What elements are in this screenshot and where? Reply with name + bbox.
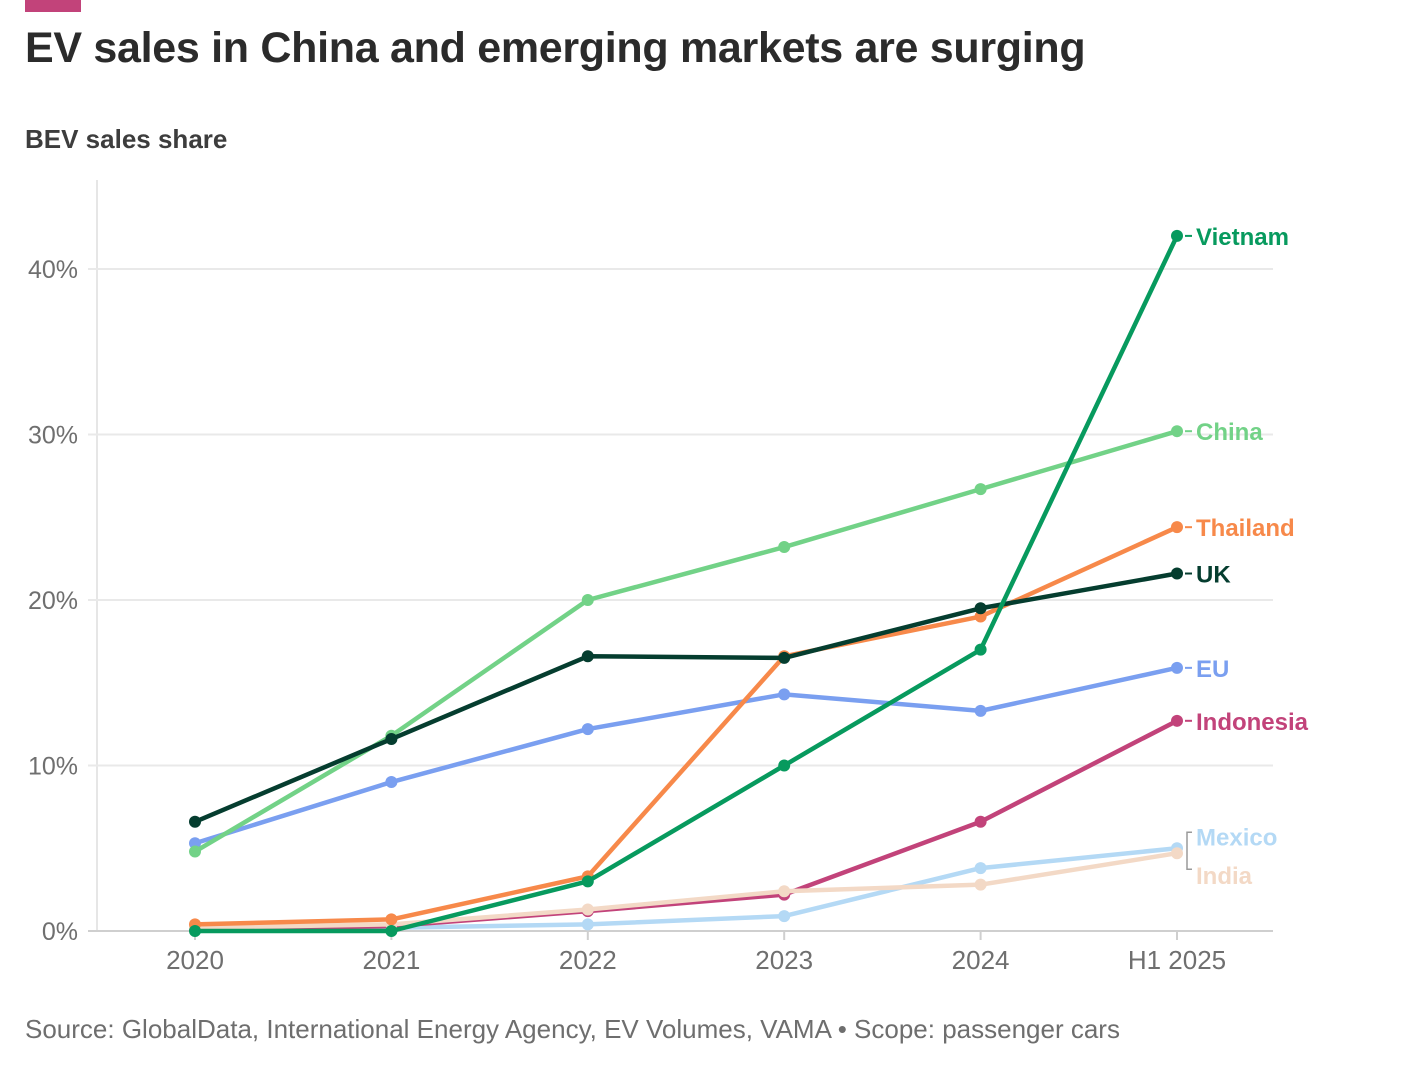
y-tick-label: 20%	[28, 587, 78, 615]
data-point-uk	[1171, 567, 1183, 580]
series-eu	[189, 661, 1183, 850]
data-point-uk	[778, 651, 791, 664]
series-label-china: China	[1196, 419, 1263, 446]
series-label-eu: EU	[1196, 656, 1229, 683]
data-point-china	[1171, 425, 1183, 438]
data-point-vietnam	[581, 875, 594, 888]
y-tick-label: 30%	[28, 422, 78, 450]
series-label-indonesia: Indonesia	[1196, 709, 1309, 736]
data-point-india	[581, 903, 594, 916]
data-point-china	[581, 594, 594, 606]
data-point-china	[778, 541, 791, 554]
series-line-mexico	[192, 846, 1180, 932]
data-point-india	[1171, 847, 1183, 860]
data-point-vietnam	[778, 759, 791, 772]
data-point-india	[974, 878, 987, 891]
data-point-mexico	[581, 918, 594, 931]
data-point-uk	[385, 733, 398, 746]
data-point-eu	[1171, 661, 1183, 674]
series-uk	[189, 567, 1183, 828]
y-tick-label: 10%	[28, 753, 78, 781]
series-line-eu	[192, 665, 1180, 846]
data-point-vietnam	[189, 925, 201, 937]
data-point-eu	[974, 704, 987, 717]
data-point-eu	[778, 688, 791, 701]
series-label-vietnam: Vietnam	[1196, 224, 1289, 251]
data-point-india	[778, 885, 791, 898]
accent-bar	[25, 0, 81, 12]
series-label-india: India	[1196, 863, 1253, 890]
data-point-china	[974, 483, 987, 496]
series-vietnam	[189, 229, 1183, 937]
x-tick-label: 2023	[755, 945, 813, 975]
series-line-vietnam	[192, 233, 1180, 934]
data-point-eu	[385, 776, 398, 789]
series-thailand	[189, 521, 1183, 931]
x-tick-label: H1 2025	[1128, 945, 1226, 975]
x-tick-label: 2022	[559, 945, 617, 975]
chart-subtitle: BEV sales share	[25, 124, 228, 154]
data-point-eu	[581, 723, 594, 736]
x-tick-label: 2020	[166, 945, 224, 975]
data-point-thailand	[385, 913, 398, 926]
series-label-uk: UK	[1196, 562, 1231, 589]
data-point-thailand	[974, 610, 987, 623]
data-point-mexico	[778, 910, 791, 923]
data-point-mexico	[974, 862, 987, 875]
y-tick-label: 40%	[28, 256, 78, 284]
data-point-china	[189, 845, 201, 858]
label-bracket	[1186, 831, 1192, 870]
data-point-indonesia	[974, 815, 987, 828]
data-point-uk	[189, 815, 201, 828]
series-line-china	[192, 428, 1180, 854]
source-note: Source: GlobalData, International Energy…	[25, 1014, 1120, 1044]
x-tick-label: 2024	[952, 945, 1010, 975]
data-point-vietnam	[385, 925, 398, 937]
series-label-mexico: Mexico	[1196, 824, 1277, 851]
data-point-eu	[189, 837, 201, 850]
data-point-thailand	[1171, 521, 1183, 534]
data-point-vietnam	[1171, 229, 1183, 242]
series-line-uk	[192, 571, 1180, 825]
x-tick-label: 2021	[362, 945, 420, 975]
series-line-india	[192, 850, 1180, 930]
data-point-vietnam	[974, 643, 987, 656]
data-point-indonesia	[1171, 714, 1183, 727]
chart-title: EV sales in China and emerging markets a…	[25, 24, 1086, 72]
data-point-uk	[581, 650, 594, 663]
series-label-thailand: Thailand	[1196, 515, 1295, 542]
y-tick-label: 0%	[42, 918, 78, 946]
data-point-uk	[974, 602, 987, 615]
